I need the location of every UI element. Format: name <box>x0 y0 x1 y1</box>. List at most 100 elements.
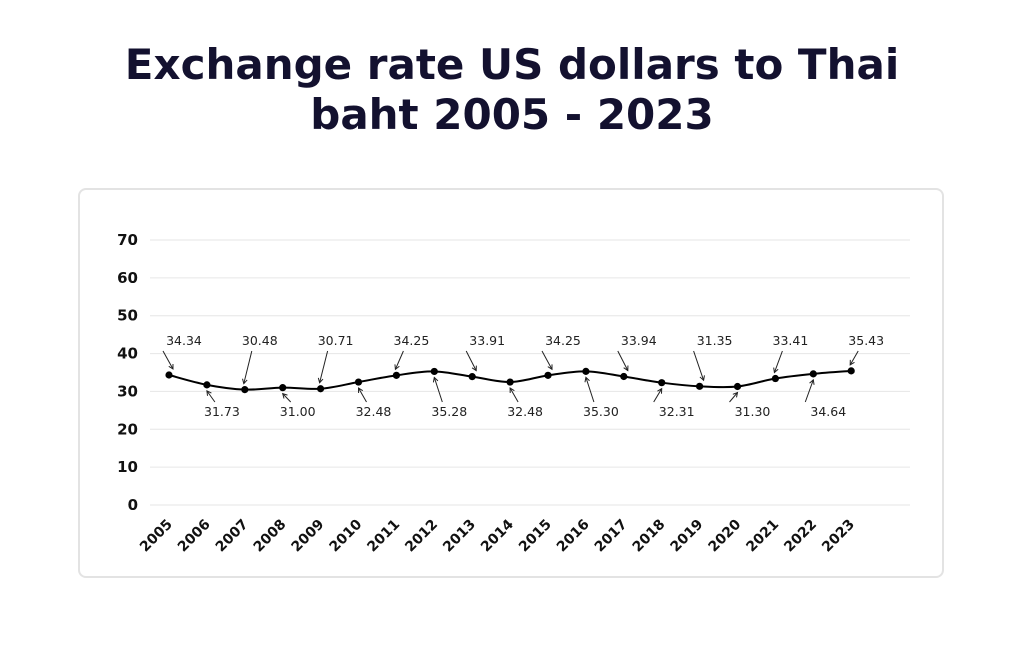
chart-title-line-2: baht 2005 - 2023 <box>310 90 714 139</box>
x-tick-label: 2023 <box>819 517 858 556</box>
data-label-arrowhead <box>317 377 324 384</box>
x-tick-label: 2011 <box>364 517 403 556</box>
data-label: 33.91 <box>469 333 505 348</box>
y-tick-label: 40 <box>117 345 138 363</box>
y-tick-label: 20 <box>117 420 138 438</box>
data-label-arrowhead <box>509 387 515 394</box>
y-tick-label: 10 <box>117 458 138 476</box>
data-label-pointer <box>849 350 859 366</box>
data-label-pointer <box>394 350 404 370</box>
x-tick-label: 2008 <box>251 517 290 556</box>
x-tick-label: 2013 <box>440 517 479 556</box>
x-tick-label: 2021 <box>743 517 782 556</box>
data-label-pointer <box>319 350 329 383</box>
y-tick-label: 50 <box>117 307 138 325</box>
data-label-arrowhead <box>432 376 439 383</box>
data-point <box>771 374 780 383</box>
x-tick-label: 2009 <box>289 517 328 556</box>
data-label-arrowhead <box>699 375 705 382</box>
data-point <box>279 384 287 392</box>
chart-title: Exchange rate US dollars to Thai baht 20… <box>0 40 1024 140</box>
data-label: 32.48 <box>356 404 392 419</box>
data-point <box>203 381 211 389</box>
data-label: 33.94 <box>621 333 657 348</box>
data-label-pointer <box>541 350 553 370</box>
data-point <box>165 371 173 379</box>
x-tick-label: 2007 <box>213 517 252 556</box>
y-tick-label: 30 <box>117 382 138 400</box>
x-tick-label: 2019 <box>668 517 707 556</box>
data-label-arrowhead <box>471 365 477 372</box>
x-tick-label: 2005 <box>137 517 176 556</box>
data-label: 31.73 <box>204 404 240 419</box>
data-label: 30.71 <box>318 333 354 348</box>
data-point <box>696 382 704 390</box>
data-label: 31.00 <box>280 404 316 419</box>
data-label-arrowhead <box>547 364 553 371</box>
data-label: 31.30 <box>735 404 771 419</box>
x-tick-label: 2014 <box>478 516 517 555</box>
data-label-pointer <box>243 350 253 384</box>
data-label-pointer <box>162 350 174 370</box>
data-label: 35.28 <box>431 404 467 419</box>
x-tick-label: 2017 <box>592 517 631 556</box>
data-label-arrowhead <box>809 378 815 385</box>
data-label-pointer <box>509 387 519 403</box>
data-label-pointer <box>358 387 367 403</box>
data-label-arrowhead <box>168 363 174 370</box>
data-label: 34.64 <box>810 404 846 419</box>
x-tick-label: 2012 <box>402 517 441 556</box>
data-label: 34.34 <box>166 333 202 348</box>
data-point <box>847 367 855 375</box>
data-label: 35.30 <box>583 404 619 419</box>
data-label-arrowhead <box>206 390 212 396</box>
x-tick-label: 2016 <box>554 517 593 556</box>
data-label-pointer <box>617 350 629 371</box>
data-point <box>658 379 666 387</box>
data-point <box>468 373 476 381</box>
data-point <box>354 378 363 386</box>
chart-title-line-1: Exchange rate US dollars to Thai <box>124 40 900 89</box>
data-label-pointer <box>729 392 738 403</box>
data-point <box>392 371 400 379</box>
x-tick-label: 2022 <box>781 517 820 556</box>
y-tick-label: 0 <box>128 496 138 514</box>
data-label-pointer <box>433 377 443 403</box>
x-tick-label: 2018 <box>630 517 669 556</box>
data-point <box>582 367 590 375</box>
x-tick-label: 2020 <box>705 516 744 555</box>
data-label-pointer <box>653 388 663 403</box>
data-point <box>241 386 249 394</box>
data-label: 34.25 <box>545 333 581 348</box>
data-label-pointer <box>282 393 292 403</box>
x-tick-label: 2015 <box>516 517 555 556</box>
data-point <box>809 370 817 378</box>
data-label-arrowhead <box>849 359 855 366</box>
data-label: 32.31 <box>659 404 695 419</box>
x-tick-label: 2006 <box>175 517 214 556</box>
data-point <box>506 378 514 386</box>
data-label: 32.48 <box>507 404 543 419</box>
data-label-arrowhead <box>242 378 248 385</box>
data-point <box>620 372 628 381</box>
data-label-pointer <box>585 377 595 403</box>
data-point <box>733 382 742 391</box>
data-label-arrowhead <box>773 367 779 374</box>
data-label-arrowhead <box>357 387 364 394</box>
data-label: 30.48 <box>242 333 278 348</box>
data-label-arrowhead <box>584 376 590 383</box>
data-point <box>544 371 552 379</box>
data-label-arrowhead <box>394 364 400 371</box>
y-tick-label: 70 <box>117 231 138 249</box>
data-point <box>317 385 325 393</box>
data-label: 35.43 <box>848 333 884 348</box>
data-label-arrowhead <box>732 391 739 398</box>
data-label-arrowhead <box>657 387 663 394</box>
data-label-pointer <box>773 350 783 373</box>
data-label-pointer <box>693 350 705 381</box>
data-label-pointer <box>804 379 814 403</box>
data-label-arrowhead <box>623 365 629 372</box>
data-label: 34.25 <box>394 333 430 348</box>
data-label-arrowhead <box>281 392 288 399</box>
